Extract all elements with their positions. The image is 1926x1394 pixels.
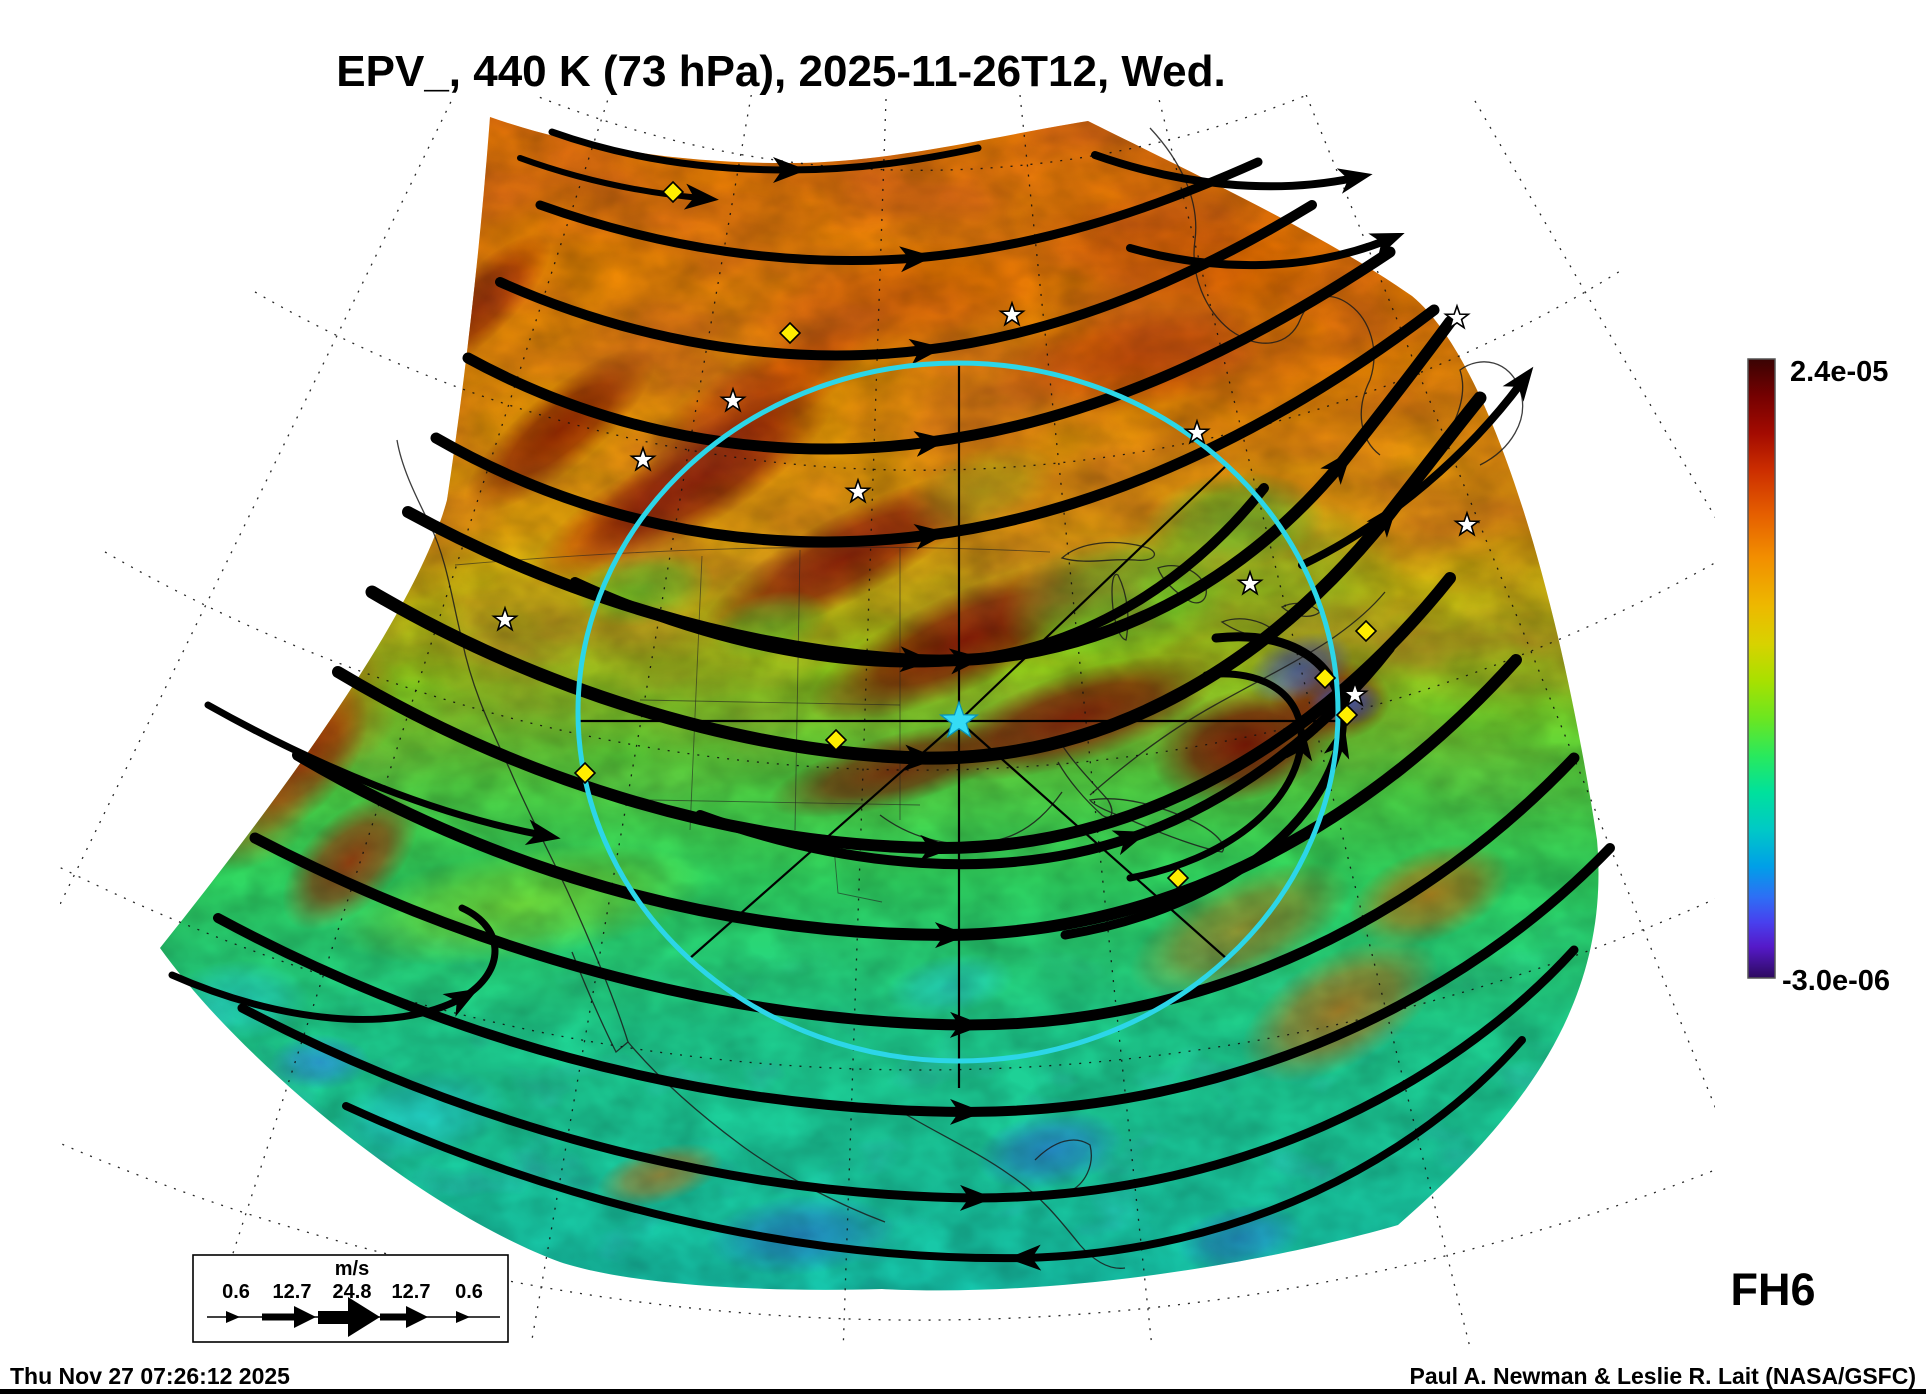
yucatan-coastline — [1034, 1139, 1092, 1193]
colorbar-max-label: 2.4e-05 — [1790, 356, 1888, 388]
legend-arrow-scale — [207, 1297, 500, 1337]
crosshair-spoke-upright — [958, 464, 1228, 722]
streamline — [237, 945, 1579, 1211]
state-border — [639, 699, 901, 706]
streamline — [495, 200, 1317, 365]
page-title: EPV_, 440 K (73 hPa), 2025-11-26T12, Wed… — [336, 47, 1225, 96]
streamline — [462, 246, 1396, 457]
footer-timestamp: Thu Nov 27 07:26:12 2025 — [10, 1363, 290, 1389]
wind-streamlines — [168, 128, 1615, 1271]
streamline — [204, 701, 561, 845]
legend-speed-label: 24.8 — [333, 1281, 372, 1303]
streamline — [342, 1036, 1526, 1271]
legend-speed-label: 12.7 — [273, 1281, 312, 1303]
range-ring-group — [575, 360, 1341, 1088]
streamline — [1298, 366, 1534, 569]
streamline — [1126, 670, 1313, 882]
hudson-bay-coastline — [1149, 127, 1381, 456]
streamline — [332, 572, 1456, 861]
colorbar-group: 2.4e-05 -3.0e-06 — [1747, 356, 1890, 997]
legend-speed-label: 12.7 — [392, 1281, 431, 1303]
streamline — [695, 643, 1395, 870]
florida-coastline — [1057, 744, 1113, 818]
forecast-hour-label: FH6 — [1730, 1264, 1815, 1315]
colorbar — [1747, 358, 1776, 979]
legend-units-label: m/s — [335, 1258, 369, 1280]
streamline — [249, 752, 1580, 1038]
legend-speed-label: 0.6 — [222, 1281, 250, 1303]
streamline — [365, 391, 1487, 771]
wind-speed-legend: m/s 0.6 12.7 24.8 12.7 0.6 — [192, 1254, 509, 1343]
state-border — [649, 799, 921, 806]
streamline — [213, 843, 1615, 1125]
streamline — [292, 654, 1522, 949]
colorbar-min-label: -3.0e-06 — [1782, 965, 1890, 997]
state-border — [689, 555, 703, 831]
legend-speed-label: 0.6 — [455, 1281, 483, 1303]
streamline — [168, 904, 499, 1023]
state-border — [794, 549, 801, 831]
streamline — [1091, 151, 1373, 194]
range-ring — [575, 360, 1341, 1064]
crosshair-spoke-downright — [958, 720, 1228, 960]
streamline — [548, 128, 982, 183]
footer-credit: Paul A. Newman & Leslie R. Lait (NASA/GS… — [1409, 1363, 1916, 1389]
bottom-edge-bar — [0, 1389, 1926, 1394]
crosshair-spoke-downleft — [688, 720, 960, 960]
streamline — [535, 157, 1263, 273]
streamline — [1126, 232, 1405, 270]
